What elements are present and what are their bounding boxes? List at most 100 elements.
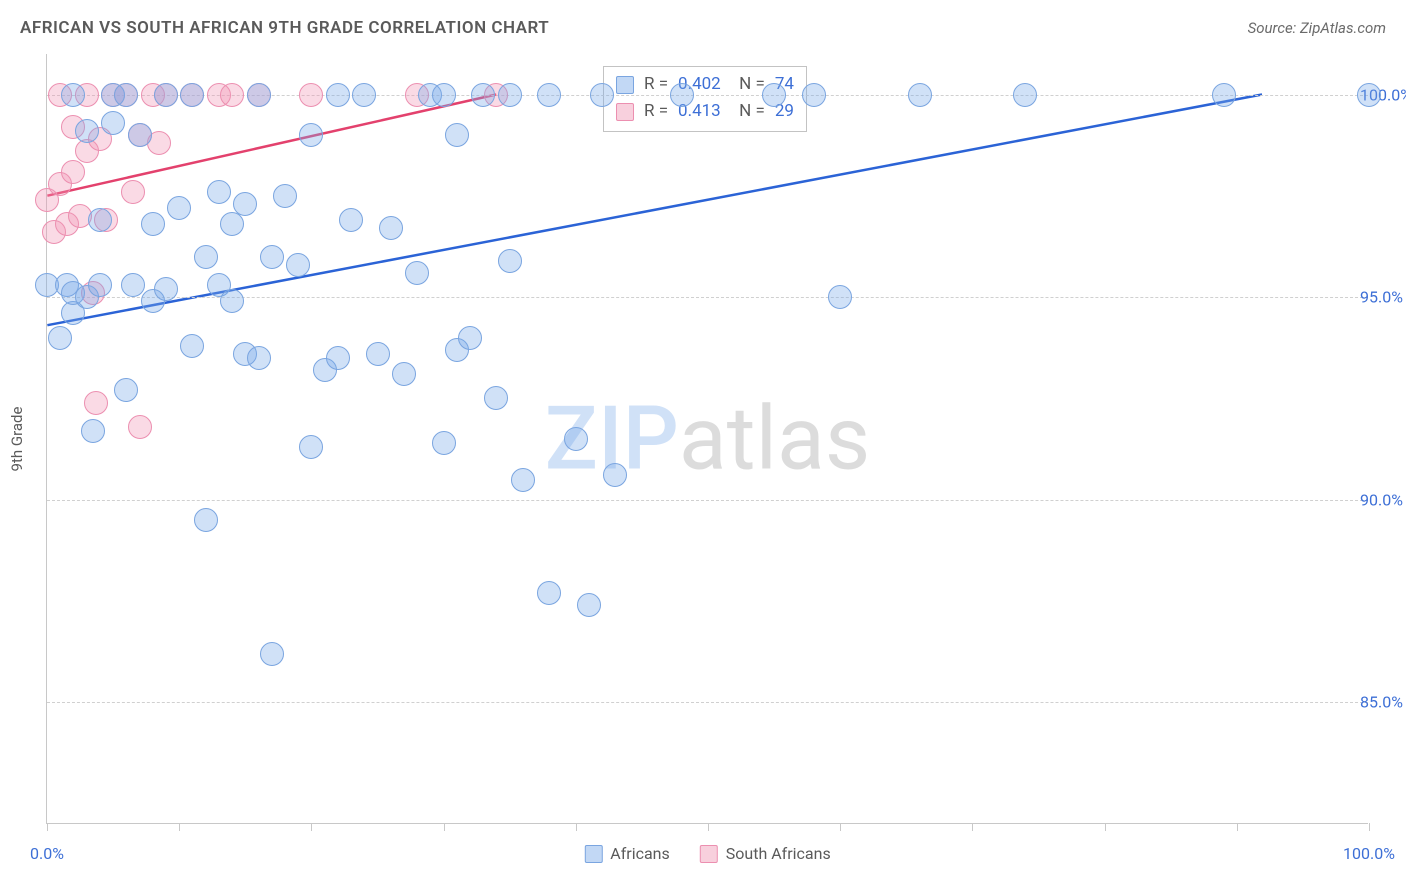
data-point[interactable]	[405, 261, 429, 285]
data-point[interactable]	[908, 83, 932, 107]
chart-title: AFRICAN VS SOUTH AFRICAN 9TH GRADE CORRE…	[20, 18, 549, 38]
data-point[interactable]	[498, 83, 522, 107]
trendline	[47, 94, 496, 195]
x-tick-label: 0.0%	[30, 844, 64, 863]
data-point[interactable]	[379, 216, 403, 240]
data-point[interactable]	[247, 83, 271, 107]
data-point[interactable]	[471, 83, 495, 107]
data-point[interactable]	[1013, 83, 1037, 107]
data-point[interactable]	[366, 342, 390, 366]
data-point[interactable]	[537, 83, 561, 107]
swatch-africans-icon	[584, 845, 602, 863]
x-tick	[1369, 823, 1370, 831]
gridline	[47, 95, 1368, 96]
data-point[interactable]	[352, 83, 376, 107]
data-point[interactable]	[247, 346, 271, 370]
x-tick	[179, 823, 180, 831]
data-point[interactable]	[432, 83, 456, 107]
data-point[interactable]	[220, 289, 244, 313]
data-point[interactable]	[141, 212, 165, 236]
scatter-chart: 9th Grade ZIPatlas R = 0.402 N = 74 R = …	[46, 54, 1368, 824]
gridline	[47, 702, 1368, 703]
gridline	[47, 297, 1368, 298]
data-point[interactable]	[121, 273, 145, 297]
data-point[interactable]	[114, 83, 138, 107]
data-point[interactable]	[299, 435, 323, 459]
legend-item-africans[interactable]: Africans	[584, 844, 669, 863]
trendlines	[47, 54, 1368, 823]
data-point[interactable]	[233, 192, 257, 216]
data-point[interactable]	[273, 184, 297, 208]
data-point[interactable]	[828, 285, 852, 309]
data-point[interactable]	[75, 119, 99, 143]
stat-r-label: R =	[644, 98, 668, 125]
data-point[interactable]	[511, 468, 535, 492]
data-point[interactable]	[154, 277, 178, 301]
x-tick	[1237, 823, 1238, 831]
data-point[interactable]	[590, 83, 614, 107]
data-point[interactable]	[762, 83, 786, 107]
data-point[interactable]	[220, 212, 244, 236]
x-tick	[1105, 823, 1106, 831]
data-point[interactable]	[121, 180, 145, 204]
x-tick	[47, 823, 48, 831]
data-point[interactable]	[128, 415, 152, 439]
data-point[interactable]	[326, 346, 350, 370]
data-point[interactable]	[167, 196, 191, 220]
data-point[interactable]	[220, 83, 244, 107]
data-point[interactable]	[537, 581, 561, 605]
data-point[interactable]	[61, 83, 85, 107]
legend-label-south-africans: South Africans	[726, 844, 831, 863]
data-point[interactable]	[670, 83, 694, 107]
data-point[interactable]	[1357, 83, 1381, 107]
data-point[interactable]	[445, 123, 469, 147]
data-point[interactable]	[194, 508, 218, 532]
data-point[interactable]	[339, 208, 363, 232]
x-tick-label: 100.0%	[1343, 844, 1395, 863]
data-point[interactable]	[802, 83, 826, 107]
data-point[interactable]	[48, 326, 72, 350]
data-point[interactable]	[114, 378, 138, 402]
data-point[interactable]	[260, 642, 284, 666]
data-point[interactable]	[286, 253, 310, 277]
data-point[interactable]	[180, 334, 204, 358]
data-point[interactable]	[88, 208, 112, 232]
data-point[interactable]	[498, 249, 522, 273]
data-point[interactable]	[84, 391, 108, 415]
legend: Africans South Africans	[584, 844, 830, 863]
watermark: ZIPatlas	[545, 387, 871, 490]
data-point[interactable]	[326, 83, 350, 107]
data-point[interactable]	[88, 273, 112, 297]
legend-item-south-africans[interactable]: South Africans	[700, 844, 831, 863]
source-credit: Source: ZipAtlas.com	[1248, 19, 1386, 37]
source-link[interactable]: ZipAtlas.com	[1300, 19, 1386, 37]
data-point[interactable]	[260, 245, 284, 269]
x-tick	[972, 823, 973, 831]
x-tick	[311, 823, 312, 831]
data-point[interactable]	[577, 593, 601, 617]
data-point[interactable]	[61, 160, 85, 184]
x-tick	[444, 823, 445, 831]
data-point[interactable]	[101, 111, 125, 135]
data-point[interactable]	[299, 83, 323, 107]
data-point[interactable]	[432, 431, 456, 455]
data-point[interactable]	[128, 123, 152, 147]
data-point[interactable]	[299, 123, 323, 147]
data-point[interactable]	[1212, 83, 1236, 107]
x-tick	[576, 823, 577, 831]
data-point[interactable]	[603, 463, 627, 487]
data-point[interactable]	[194, 245, 218, 269]
data-point[interactable]	[458, 326, 482, 350]
swatch-south-africans-icon	[700, 845, 718, 863]
data-point[interactable]	[564, 427, 588, 451]
legend-label-africans: Africans	[610, 844, 669, 863]
watermark-rest: atlas	[679, 387, 870, 490]
data-point[interactable]	[392, 362, 416, 386]
data-point[interactable]	[484, 386, 508, 410]
data-point[interactable]	[81, 419, 105, 443]
stat-n-label: N =	[731, 98, 765, 125]
y-axis-title: 9th Grade	[8, 406, 26, 471]
data-point[interactable]	[154, 83, 178, 107]
data-point[interactable]	[207, 180, 231, 204]
data-point[interactable]	[180, 83, 204, 107]
